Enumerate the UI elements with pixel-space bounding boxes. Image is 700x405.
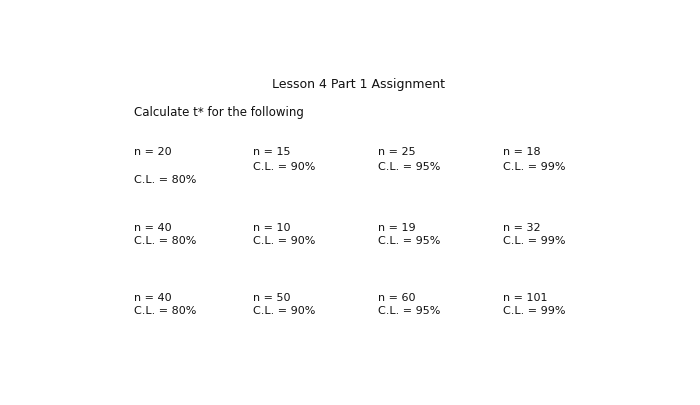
Text: C.L. = 99%: C.L. = 99% — [503, 306, 565, 316]
Text: n = 40: n = 40 — [134, 293, 172, 303]
Text: C.L. = 95%: C.L. = 95% — [378, 162, 440, 173]
Text: n = 18: n = 18 — [503, 147, 540, 157]
Text: C.L. = 90%: C.L. = 90% — [253, 306, 315, 316]
Text: n = 101: n = 101 — [503, 293, 547, 303]
Text: C.L. = 80%: C.L. = 80% — [134, 306, 196, 316]
Text: C.L. = 80%: C.L. = 80% — [134, 236, 196, 246]
Text: C.L. = 90%: C.L. = 90% — [253, 236, 315, 246]
Text: n = 15: n = 15 — [253, 147, 290, 157]
Text: n = 25: n = 25 — [378, 147, 415, 157]
Text: n = 40: n = 40 — [134, 223, 172, 233]
Text: n = 19: n = 19 — [378, 223, 415, 233]
Text: n = 10: n = 10 — [253, 223, 290, 233]
Text: n = 20: n = 20 — [134, 147, 172, 157]
Text: Calculate t* for the following: Calculate t* for the following — [134, 106, 304, 119]
Text: C.L. = 95%: C.L. = 95% — [378, 236, 440, 246]
Text: C.L. = 95%: C.L. = 95% — [378, 306, 440, 316]
Text: C.L. = 80%: C.L. = 80% — [134, 175, 196, 185]
Text: n = 32: n = 32 — [503, 223, 540, 233]
Text: n = 60: n = 60 — [378, 293, 415, 303]
Text: C.L. = 90%: C.L. = 90% — [253, 162, 315, 173]
Text: C.L. = 99%: C.L. = 99% — [503, 162, 565, 173]
Text: n = 50: n = 50 — [253, 293, 290, 303]
Text: Lesson 4 Part 1 Assignment: Lesson 4 Part 1 Assignment — [272, 78, 445, 91]
Text: C.L. = 99%: C.L. = 99% — [503, 236, 565, 246]
